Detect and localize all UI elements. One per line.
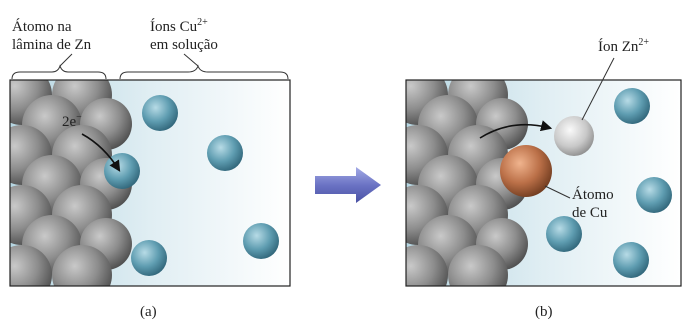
label-electrons-sign: − xyxy=(76,112,82,123)
leader-cu-atom xyxy=(544,185,571,199)
cu-ion xyxy=(613,242,649,278)
zn-ion xyxy=(554,116,594,156)
label-cu-atom: Átomo de Cu xyxy=(572,186,614,222)
cu-ion xyxy=(614,88,650,124)
label-electrons-base: 2e xyxy=(62,114,77,130)
leader-cu-ions xyxy=(183,53,199,67)
zinc-foil-a xyxy=(10,80,132,286)
leader-zn-foil xyxy=(59,53,73,67)
bracket-zn-foil-a xyxy=(11,64,107,80)
label-zn-foil-atom-line2: lâmina de Zn xyxy=(12,37,92,53)
label-zn-ion-charge: 2+ xyxy=(638,37,650,48)
cu-ion xyxy=(243,223,279,259)
label-zn-foil-atom-line1: Átomo na xyxy=(12,19,72,35)
label-electrons: 2e− xyxy=(62,113,82,131)
label-cu-ions-charge: 2+ xyxy=(197,17,208,28)
electron-transfer-arrow xyxy=(81,133,121,172)
zn-ion-release-arrow xyxy=(479,120,553,139)
label-cu-ions-line1: Íons Cu2+ xyxy=(150,18,218,36)
cu-ion xyxy=(142,95,178,131)
zinc-foil-b xyxy=(406,80,528,286)
label-zn-foil-atom: Átomo na lâmina de Zn xyxy=(12,18,91,54)
bracket-solution-a xyxy=(119,64,289,80)
cu-ion-at-surface xyxy=(104,153,140,189)
label-cu-ions: Íons Cu2+ em solução xyxy=(150,18,218,54)
label-cu-atom-line2: de Cu xyxy=(572,205,608,221)
cu-ion xyxy=(546,216,582,252)
caption-b: (b) xyxy=(535,304,553,320)
cu-ion xyxy=(131,240,167,276)
label-zn-ion: Íon Zn2+ xyxy=(598,38,649,56)
cu-ion xyxy=(207,135,243,171)
label-cu-ions-base: Íons Cu xyxy=(150,19,198,35)
label-zn-ion-base: Íon Zn xyxy=(598,39,639,55)
reaction-arrow xyxy=(315,167,381,203)
label-cu-ions-line2: em solução xyxy=(150,37,218,53)
cu-ion xyxy=(636,177,672,213)
label-cu-atom-line1: Átomo xyxy=(572,187,614,203)
caption-a: (a) xyxy=(140,304,157,320)
leader-zn-ion xyxy=(581,57,615,121)
cu-atom xyxy=(500,145,552,197)
